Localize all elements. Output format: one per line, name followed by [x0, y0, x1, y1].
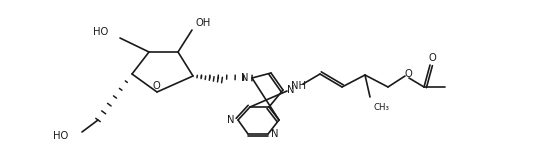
Text: N: N — [287, 85, 295, 95]
Text: HO: HO — [93, 27, 108, 37]
Text: N: N — [241, 73, 249, 83]
Text: N: N — [271, 129, 278, 139]
Text: CH₃: CH₃ — [373, 103, 389, 113]
Text: OH: OH — [196, 18, 211, 28]
Text: NH: NH — [291, 81, 305, 91]
Text: O: O — [428, 53, 436, 63]
Text: HO: HO — [53, 131, 68, 141]
Text: N: N — [227, 115, 234, 125]
Text: O: O — [404, 69, 412, 79]
Text: O: O — [152, 81, 160, 91]
